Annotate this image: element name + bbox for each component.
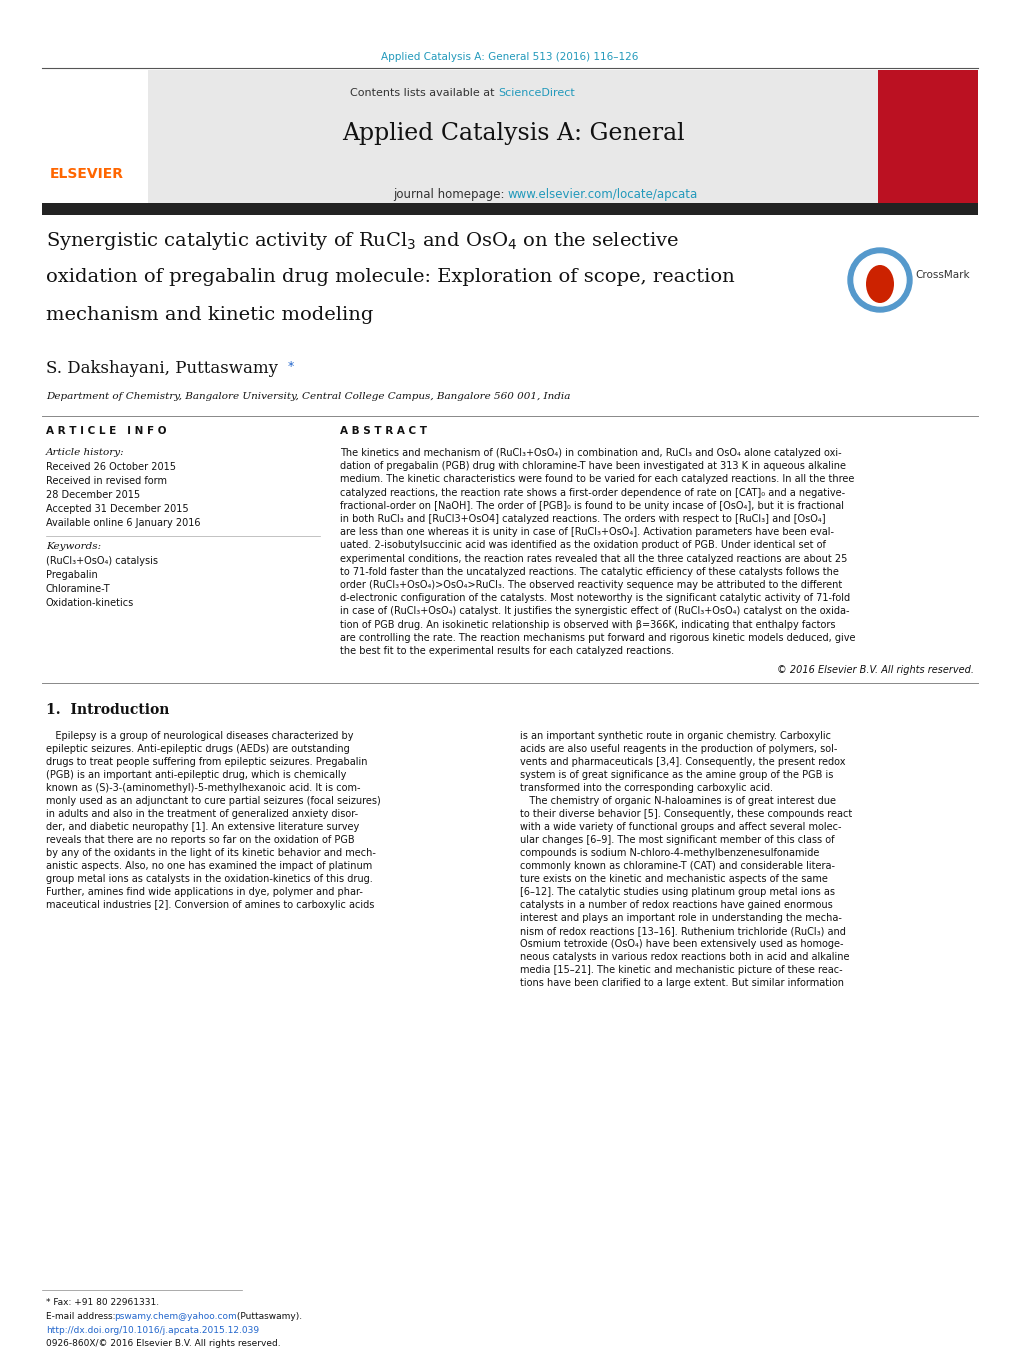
Text: mechanism and kinetic modeling: mechanism and kinetic modeling — [46, 305, 373, 324]
Text: 1.  Introduction: 1. Introduction — [46, 704, 169, 717]
Text: http://dx.doi.org/10.1016/j.apcata.2015.12.039: http://dx.doi.org/10.1016/j.apcata.2015.… — [46, 1325, 259, 1335]
Text: reveals that there are no reports so far on the oxidation of PGB: reveals that there are no reports so far… — [46, 835, 355, 846]
Text: journal homepage:: journal homepage: — [392, 188, 507, 201]
Bar — [42, 203, 977, 215]
Text: der, and diabetic neuropathy [1]. An extensive literature survey: der, and diabetic neuropathy [1]. An ext… — [46, 823, 359, 832]
Text: tion of PGB drug. An isokinetic relationship is observed with β=366K, indicating: tion of PGB drug. An isokinetic relation… — [339, 620, 835, 630]
Text: Chloramine-T: Chloramine-T — [46, 584, 110, 594]
Text: E-mail address:: E-mail address: — [46, 1312, 118, 1321]
Text: Oxidation-kinetics: Oxidation-kinetics — [46, 598, 135, 608]
Bar — [148, 70, 877, 215]
Text: nism of redox reactions [13–16]. Ruthenium trichloride (RuCl₃) and: nism of redox reactions [13–16]. Rutheni… — [520, 927, 845, 936]
Text: tions have been clarified to a large extent. But similar information: tions have been clarified to a large ext… — [520, 978, 843, 988]
Text: Received 26 October 2015: Received 26 October 2015 — [46, 462, 176, 471]
Text: fractional-order on [NaOH]. The order of [PGB]₀ is found to be unity incase of [: fractional-order on [NaOH]. The order of… — [339, 501, 843, 511]
Text: The chemistry of organic N-haloamines is of great interest due: The chemistry of organic N-haloamines is… — [520, 796, 836, 807]
Circle shape — [853, 254, 905, 305]
Text: are less than one whereas it is unity in case of [RuCl₃+OsO₄]. Activation parame: are less than one whereas it is unity in… — [339, 527, 834, 538]
Text: oxidation of pregabalin drug molecule: Exploration of scope, reaction: oxidation of pregabalin drug molecule: E… — [46, 267, 734, 286]
Text: A B S T R A C T: A B S T R A C T — [339, 426, 427, 436]
Text: to 71-fold faster than the uncatalyzed reactions. The catalytic efficiency of th: to 71-fold faster than the uncatalyzed r… — [339, 567, 838, 577]
Text: catalysts in a number of redox reactions have gained enormous: catalysts in a number of redox reactions… — [520, 900, 832, 911]
Text: (Puttaswamy).: (Puttaswamy). — [233, 1312, 302, 1321]
Ellipse shape — [865, 265, 893, 303]
Text: [6–12]. The catalytic studies using platinum group metal ions as: [6–12]. The catalytic studies using plat… — [520, 888, 835, 897]
Text: Department of Chemistry, Bangalore University, Central College Campus, Bangalore: Department of Chemistry, Bangalore Unive… — [46, 392, 570, 401]
Text: are controlling the rate. The reaction mechanisms put forward and rigorous kinet: are controlling the rate. The reaction m… — [339, 632, 855, 643]
Text: with a wide variety of functional groups and affect several molec-: with a wide variety of functional groups… — [520, 823, 841, 832]
Bar — [877, 70, 977, 215]
Text: to their diverse behavior [5]. Consequently, these compounds react: to their diverse behavior [5]. Consequen… — [520, 809, 852, 819]
Text: in adults and also in the treatment of generalized anxiety disor-: in adults and also in the treatment of g… — [46, 809, 358, 819]
Text: system is of great significance as the amine group of the PGB is: system is of great significance as the a… — [520, 770, 833, 780]
Bar — [42, 70, 148, 215]
Text: ScienceDirect: ScienceDirect — [497, 88, 574, 99]
Text: drugs to treat people suffering from epileptic seizures. Pregabalin: drugs to treat people suffering from epi… — [46, 757, 367, 767]
Text: *: * — [287, 359, 293, 373]
Text: commonly known as chloramine-T (CAT) and considerable litera-: commonly known as chloramine-T (CAT) and… — [520, 861, 835, 871]
Text: Applied Catalysis A: General 513 (2016) 116–126: Applied Catalysis A: General 513 (2016) … — [381, 51, 638, 62]
Text: Keywords:: Keywords: — [46, 542, 101, 551]
Text: interest and plays an important role in understanding the mecha-: interest and plays an important role in … — [520, 913, 841, 923]
Text: order (RuCl₃+OsO₄)>OsO₄>RuCl₃. The observed reactivity sequence may be attribute: order (RuCl₃+OsO₄)>OsO₄>RuCl₃. The obser… — [339, 580, 842, 590]
Text: Available online 6 January 2016: Available online 6 January 2016 — [46, 517, 201, 528]
Text: ular changes [6–9]. The most significant member of this class of: ular changes [6–9]. The most significant… — [520, 835, 834, 846]
Text: known as (S)-3-(aminomethyl)-5-methylhexanoic acid. It is com-: known as (S)-3-(aminomethyl)-5-methylhex… — [46, 784, 360, 793]
Text: transformed into the corresponding carboxylic acid.: transformed into the corresponding carbo… — [520, 784, 772, 793]
Text: group metal ions as catalysts in the oxidation-kinetics of this drug.: group metal ions as catalysts in the oxi… — [46, 874, 372, 884]
Text: epileptic seizures. Anti-epileptic drugs (AEDs) are outstanding: epileptic seizures. Anti-epileptic drugs… — [46, 744, 350, 754]
Text: 28 December 2015: 28 December 2015 — [46, 490, 140, 500]
Text: monly used as an adjunctant to cure partial seizures (focal seizures): monly used as an adjunctant to cure part… — [46, 796, 380, 807]
Text: maceutical industries [2]. Conversion of amines to carboxylic acids: maceutical industries [2]. Conversion of… — [46, 900, 374, 911]
Text: Osmium tetroxide (OsO₄) have been extensively used as homoge-: Osmium tetroxide (OsO₄) have been extens… — [520, 939, 843, 950]
Text: acids are also useful reagents in the production of polymers, sol-: acids are also useful reagents in the pr… — [520, 744, 837, 754]
Text: in both RuCl₃ and [RuCl3+OsO4] catalyzed reactions. The orders with respect to [: in both RuCl₃ and [RuCl3+OsO4] catalyzed… — [339, 513, 824, 524]
Text: the best fit to the experimental results for each catalyzed reactions.: the best fit to the experimental results… — [339, 646, 674, 657]
Text: Epilepsy is a group of neurological diseases characterized by: Epilepsy is a group of neurological dise… — [46, 731, 354, 742]
Text: (PGB) is an important anti-epileptic drug, which is chemically: (PGB) is an important anti-epileptic dru… — [46, 770, 346, 780]
Text: vents and pharmaceuticals [3,4]. Consequently, the present redox: vents and pharmaceuticals [3,4]. Consequ… — [520, 757, 845, 767]
Text: 0926-860X/© 2016 Elsevier B.V. All rights reserved.: 0926-860X/© 2016 Elsevier B.V. All right… — [46, 1339, 280, 1348]
Text: The kinetics and mechanism of (RuCl₃+OsO₄) in combination and, RuCl₃ and OsO₄ al: The kinetics and mechanism of (RuCl₃+OsO… — [339, 449, 841, 458]
Text: uated. 2-isobutylsuccinic acid was identified as the oxidation product of PGB. U: uated. 2-isobutylsuccinic acid was ident… — [339, 540, 825, 550]
Text: Article history:: Article history: — [46, 449, 124, 457]
Text: catalyzed reactions, the reaction rate shows a first-order dependence of rate on: catalyzed reactions, the reaction rate s… — [339, 488, 845, 497]
Text: Contents lists available at: Contents lists available at — [350, 88, 497, 99]
Text: A R T I C L E   I N F O: A R T I C L E I N F O — [46, 426, 166, 436]
Text: S. Dakshayani, Puttaswamy: S. Dakshayani, Puttaswamy — [46, 359, 278, 377]
Text: anistic aspects. Also, no one has examined the impact of platinum: anistic aspects. Also, no one has examin… — [46, 861, 372, 871]
Text: in case of (RuCl₃+OsO₄) catalyst. It justifies the synergistic effect of (RuCl₃+: in case of (RuCl₃+OsO₄) catalyst. It jus… — [339, 607, 849, 616]
Text: * Fax: +91 80 22961331.: * Fax: +91 80 22961331. — [46, 1298, 159, 1306]
Text: d-electronic configuration of the catalysts. Most noteworthy is the significant : d-electronic configuration of the cataly… — [339, 593, 849, 603]
Text: (RuCl₃+OsO₄) catalysis: (RuCl₃+OsO₄) catalysis — [46, 557, 158, 566]
Text: Applied Catalysis A: General: Applied Catalysis A: General — [341, 122, 684, 145]
Text: is an important synthetic route in organic chemistry. Carboxylic: is an important synthetic route in organ… — [520, 731, 830, 742]
Text: www.elsevier.com/locate/apcata: www.elsevier.com/locate/apcata — [507, 188, 698, 201]
Text: © 2016 Elsevier B.V. All rights reserved.: © 2016 Elsevier B.V. All rights reserved… — [776, 665, 973, 676]
Text: experimental conditions, the reaction rates revealed that all the three catalyze: experimental conditions, the reaction ra… — [339, 554, 847, 563]
Text: Accepted 31 December 2015: Accepted 31 December 2015 — [46, 504, 189, 513]
Text: by any of the oxidants in the light of its kinetic behavior and mech-: by any of the oxidants in the light of i… — [46, 848, 376, 858]
Text: CrossMark: CrossMark — [914, 270, 969, 280]
Text: Pregabalin: Pregabalin — [46, 570, 98, 580]
Text: Received in revised form: Received in revised form — [46, 476, 167, 486]
Text: dation of pregabalin (PGB) drug with chloramine-T have been investigated at 313 : dation of pregabalin (PGB) drug with chl… — [339, 461, 845, 471]
Circle shape — [847, 249, 911, 312]
Text: Further, amines find wide applications in dye, polymer and phar-: Further, amines find wide applications i… — [46, 888, 363, 897]
Text: pswamy.chem@yahoo.com: pswamy.chem@yahoo.com — [114, 1312, 236, 1321]
Text: neous catalysts in various redox reactions both in acid and alkaline: neous catalysts in various redox reactio… — [520, 952, 849, 962]
Text: Synergistic catalytic activity of RuCl$_3$ and OsO$_4$ on the selective: Synergistic catalytic activity of RuCl$_… — [46, 230, 679, 253]
Text: ture exists on the kinetic and mechanistic aspects of the same: ture exists on the kinetic and mechanist… — [520, 874, 827, 884]
Text: medium. The kinetic characteristics were found to be varied for each catalyzed r: medium. The kinetic characteristics were… — [339, 474, 854, 485]
Text: media [15–21]. The kinetic and mechanistic picture of these reac-: media [15–21]. The kinetic and mechanist… — [520, 965, 842, 975]
Text: compounds is sodium N-chloro-4-methylbenzenesulfonamide: compounds is sodium N-chloro-4-methylben… — [520, 848, 818, 858]
Text: ELSEVIER: ELSEVIER — [50, 168, 124, 181]
